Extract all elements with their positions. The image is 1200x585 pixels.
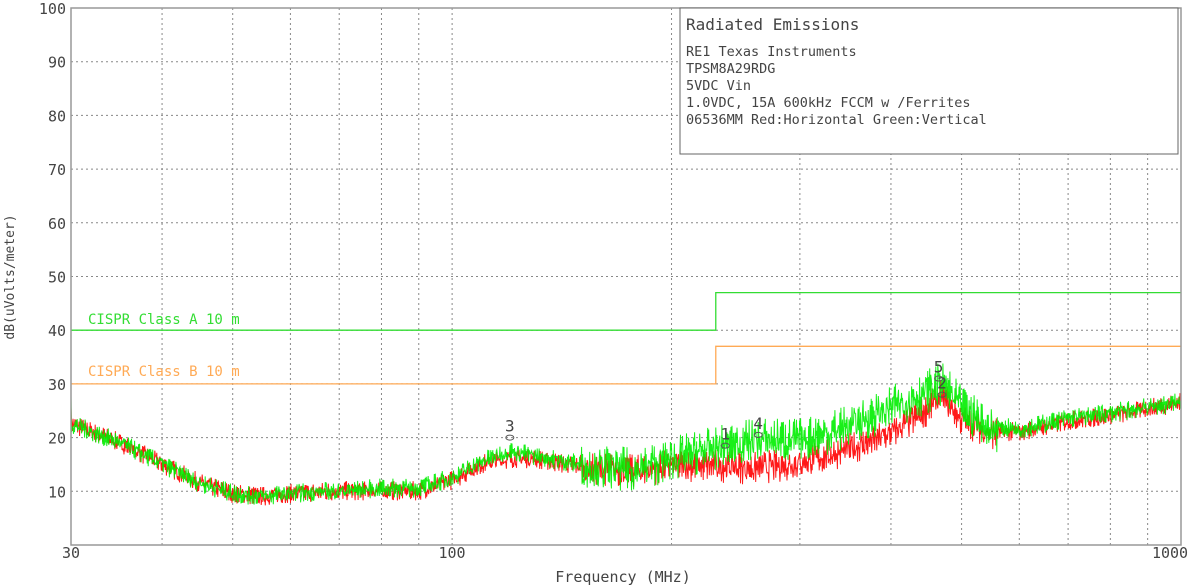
marker-point <box>937 391 947 398</box>
traces <box>70 363 1182 506</box>
legend-line: 5VDC Vin <box>686 78 751 94</box>
x-tick-label: 30 <box>62 544 80 562</box>
limit-line <box>71 345 1181 385</box>
y-tick-label: 100 <box>39 0 66 18</box>
y-tick-label: 30 <box>48 376 66 394</box>
trace-horizontal <box>70 380 1182 506</box>
legend-line: RE1 Texas Instruments <box>686 44 857 60</box>
markers: 1 2 3 4 5 <box>505 358 947 449</box>
limit-lines <box>71 291 1181 385</box>
y-tick-label: 60 <box>48 215 66 233</box>
y-tick-label: 70 <box>48 161 66 179</box>
x-tick-label: 1000 <box>1152 544 1188 562</box>
y-axis-label: dB(uVolts/meter) <box>3 214 18 339</box>
plot-frame <box>70 7 1182 546</box>
legend-line: 06536MM Red:Horizontal Green:Vertical <box>686 112 987 128</box>
x-tick-label: 100 <box>438 544 465 562</box>
x-axis-label: Frequency (MHz) <box>555 568 690 585</box>
y-tick-label: 40 <box>48 322 66 340</box>
marker-label: 5 <box>934 358 944 377</box>
y-tick-label: 50 <box>48 269 66 287</box>
marker-label: 4 <box>753 414 763 433</box>
trace-vertical <box>70 363 1182 505</box>
limit-line <box>71 291 1181 331</box>
marker-label: 3 <box>505 417 515 436</box>
axes: 10 20 30 40 50 60 70 80 90 100 <box>39 0 1182 546</box>
legend-line: 1.0VDC, 15A 600kHz FCCM w /Ferrites <box>686 95 970 111</box>
legend-box: Radiated Emissions RE1 Texas Instruments… <box>679 7 1179 155</box>
marker-point <box>720 442 730 449</box>
marker-point <box>934 375 944 382</box>
limit-label-class-a: CISPR Class A 10 m <box>88 312 240 328</box>
legend-line: TPSM8A29RDG <box>686 61 775 77</box>
y-tick-label: 80 <box>48 107 66 125</box>
legend-title: Radiated Emissions <box>686 15 859 34</box>
marker-point <box>505 434 515 441</box>
marker-point <box>753 431 763 438</box>
y-tick-label: 10 <box>48 483 66 501</box>
marker-label: 2 <box>937 374 947 393</box>
marker-label: 1 <box>720 425 730 444</box>
limit-label-class-b: CISPR Class B 10 m <box>88 364 240 380</box>
y-tick-label: 90 <box>48 54 66 72</box>
y-tick-label: 20 <box>48 430 66 448</box>
